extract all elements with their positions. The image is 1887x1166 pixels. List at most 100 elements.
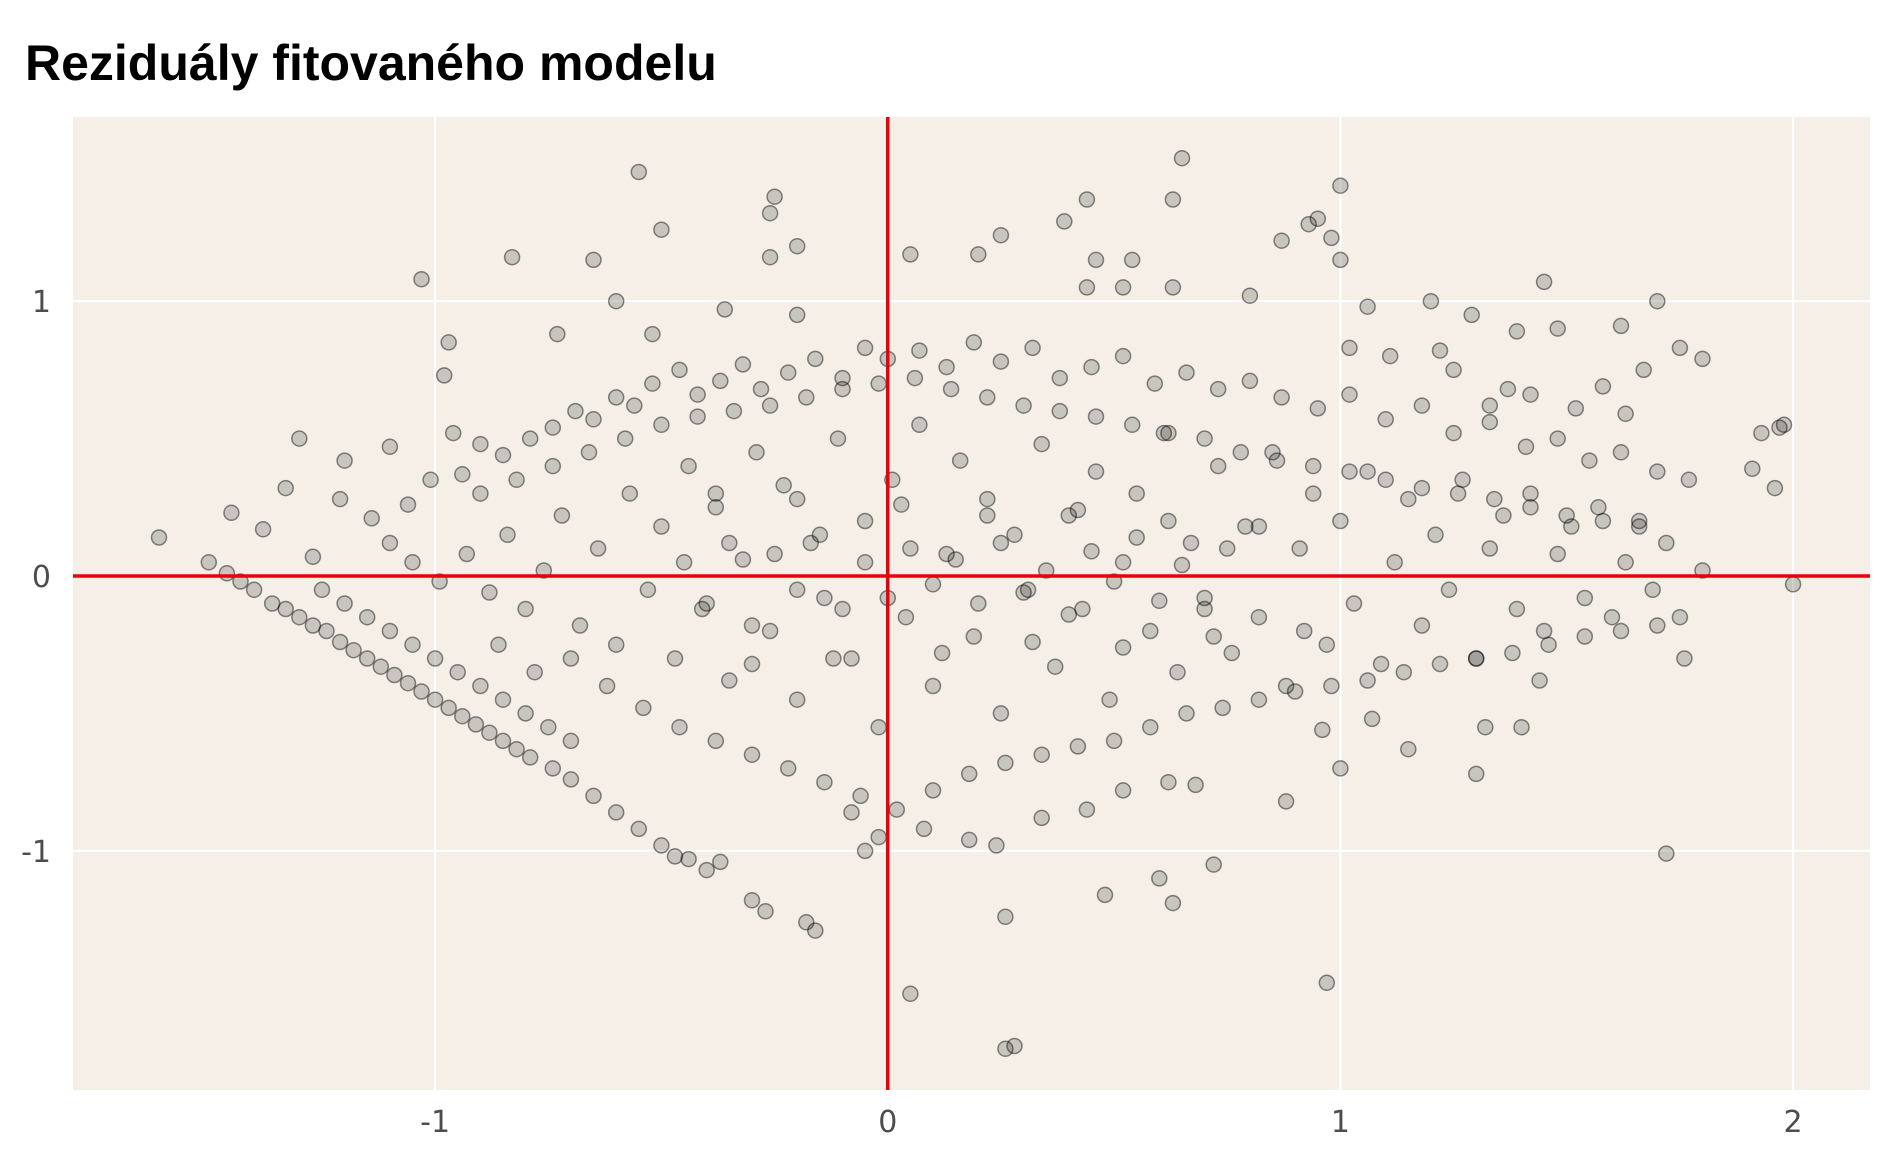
data-point — [680, 850, 697, 868]
data-point — [734, 551, 752, 568]
data-point — [680, 457, 697, 475]
data-point — [1427, 526, 1444, 544]
data-point — [585, 251, 602, 269]
data-point — [1060, 606, 1078, 623]
data-point — [1549, 320, 1566, 337]
data-point — [1517, 438, 1535, 456]
data-point — [997, 1040, 1014, 1058]
data-point — [404, 636, 421, 653]
data-point — [381, 438, 399, 456]
data-point — [481, 584, 498, 601]
data-point — [1612, 444, 1630, 461]
data-point — [1205, 856, 1222, 873]
x-tick-label: 1 — [1331, 1105, 1350, 1140]
data-point — [1630, 518, 1648, 535]
data-point — [1694, 562, 1711, 579]
data-point — [562, 771, 580, 788]
data-point — [1594, 378, 1612, 395]
data-point — [1345, 595, 1363, 612]
data-point — [1558, 507, 1575, 524]
data-point — [825, 650, 842, 667]
data-point — [331, 633, 349, 651]
data-point — [1114, 554, 1132, 571]
data-point — [499, 526, 516, 544]
data-point — [779, 760, 797, 777]
data-point — [1318, 636, 1336, 653]
data-point — [743, 617, 761, 634]
data-point — [979, 389, 996, 406]
data-point — [1273, 389, 1290, 406]
data-point — [635, 699, 652, 717]
reference-lines — [73, 117, 1870, 1090]
data-point — [653, 221, 670, 238]
data-point — [567, 402, 584, 420]
data-point — [517, 705, 534, 722]
data-point — [807, 922, 824, 939]
data-point — [1101, 691, 1118, 708]
data-point — [788, 581, 806, 599]
data-point — [942, 380, 960, 398]
data-point — [422, 471, 439, 489]
data-point — [721, 672, 738, 689]
data-point — [1445, 424, 1462, 442]
data-point — [671, 361, 688, 379]
data-point — [707, 485, 725, 502]
data-point — [639, 581, 657, 599]
data-point — [291, 608, 308, 626]
data-point — [1083, 358, 1100, 376]
data-point — [1196, 589, 1213, 607]
y-tick-label: -1 — [21, 835, 51, 870]
data-point — [893, 496, 910, 513]
data-point — [1540, 636, 1557, 653]
data-point — [1463, 306, 1480, 324]
data-point — [245, 581, 263, 599]
data-point — [1196, 600, 1213, 618]
data-point — [1087, 463, 1105, 480]
data-point — [1481, 397, 1499, 414]
data-point — [621, 485, 639, 502]
data-point — [829, 430, 847, 447]
data-point — [902, 540, 919, 557]
data-point — [779, 364, 797, 381]
data-point — [1413, 397, 1431, 414]
data-point — [454, 707, 471, 725]
data-point — [607, 636, 625, 653]
data-point — [467, 716, 485, 733]
y-tick-label: 1 — [32, 285, 51, 320]
data-point — [585, 787, 602, 805]
data-point — [1486, 490, 1503, 508]
data-point — [938, 545, 955, 563]
data-point — [1400, 740, 1417, 758]
data-point — [544, 419, 562, 436]
data-point — [399, 496, 417, 513]
data-point — [426, 691, 444, 708]
data-point — [399, 674, 417, 692]
data-point — [1223, 644, 1241, 662]
data-point — [1087, 251, 1105, 269]
data-point — [1377, 471, 1394, 489]
data-point — [788, 306, 806, 324]
data-point — [1649, 292, 1666, 310]
data-point — [1051, 369, 1069, 387]
data-point — [1644, 581, 1661, 599]
data-point — [761, 397, 779, 414]
x-axis-ticks: -1 0 1 2 — [420, 1105, 1802, 1140]
data-point — [585, 411, 602, 428]
data-point — [589, 540, 607, 557]
data-point — [1400, 490, 1417, 508]
data-point — [775, 477, 792, 494]
data-point — [1658, 845, 1675, 862]
data-point — [544, 760, 562, 777]
x-tick-label: -1 — [420, 1105, 450, 1140]
data-point — [1232, 444, 1250, 461]
data-point — [1237, 518, 1254, 535]
data-point — [653, 518, 670, 535]
data-point — [1060, 507, 1078, 524]
data-point — [1087, 408, 1105, 425]
data-point — [1576, 589, 1594, 607]
data-point — [802, 534, 820, 552]
data-point — [1015, 584, 1032, 601]
data-point — [336, 452, 353, 469]
data-point — [1649, 617, 1666, 634]
data-point — [1481, 413, 1499, 431]
